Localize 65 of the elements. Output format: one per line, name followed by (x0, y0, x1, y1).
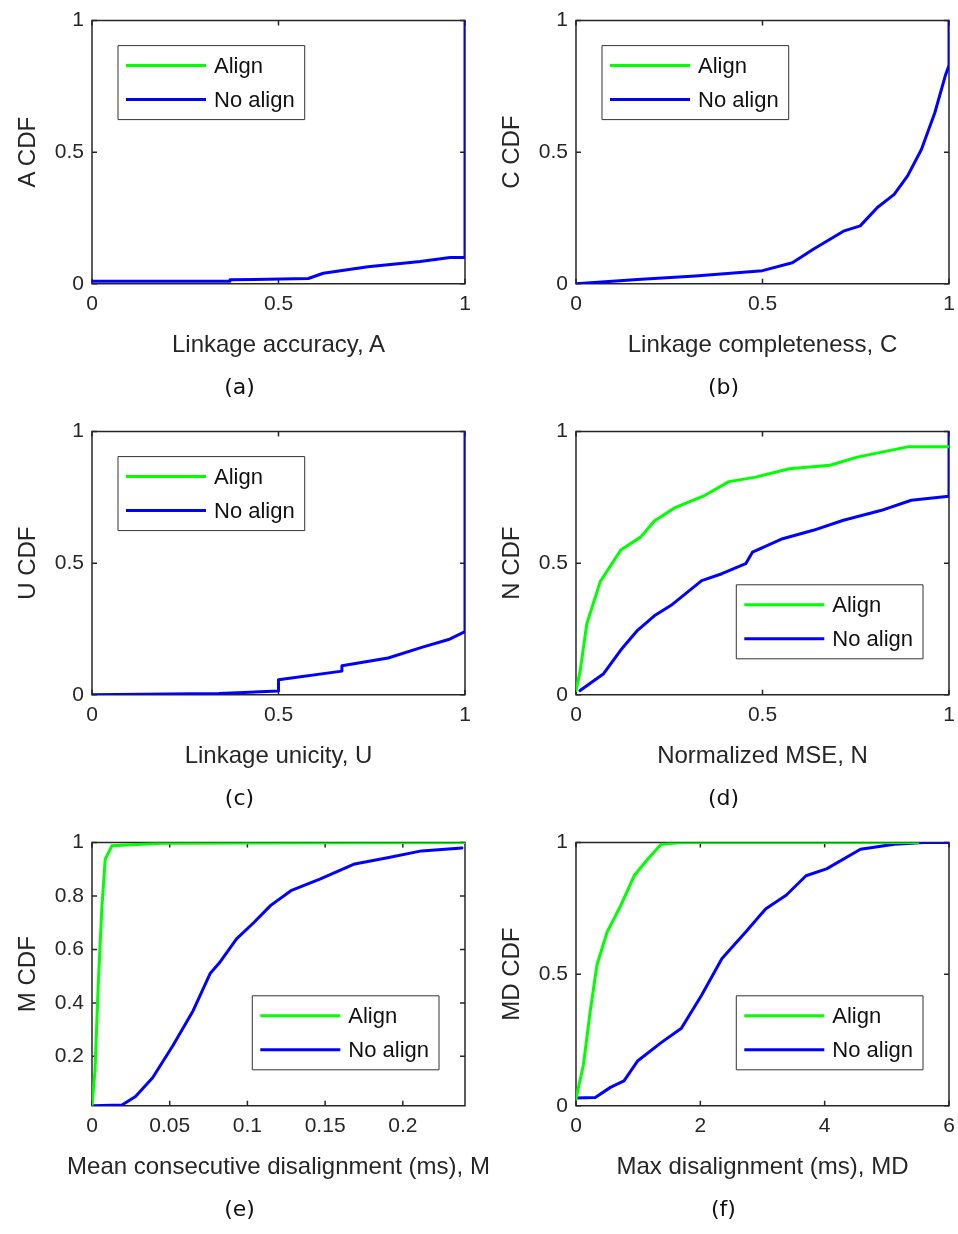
text: (d) (706, 785, 741, 810)
y-tick-label: 1 (556, 418, 568, 442)
x-axis-title: Max disalignment (ms), MD (616, 1152, 909, 1180)
y-axis-title: A CDF (13, 116, 41, 188)
legend-label: Align (348, 1002, 398, 1028)
legend-label: Align (832, 591, 882, 617)
y-tick-label: 0.5 (54, 550, 84, 573)
y-tick-label: 1 (72, 418, 84, 442)
y-tick-label: 0.5 (538, 550, 568, 573)
legend-label: Align (832, 1002, 882, 1028)
y-tick-label: 0 (556, 681, 568, 705)
y-tick-label: 0 (72, 270, 84, 294)
x-tick-label: 0.1 (232, 1113, 263, 1137)
text: (a) (223, 374, 256, 399)
y-tick-label: 0 (556, 1092, 568, 1116)
y-tick-label: 1 (72, 829, 84, 853)
y-axis-title: M CDF (13, 936, 41, 1013)
x-tick-label: 0.5 (747, 702, 778, 726)
y-tick-label: 0.4 (54, 989, 85, 1013)
x-tick-label: 6 (943, 1113, 955, 1137)
y-tick-label: 1 (72, 7, 84, 31)
x-tick-label: 0.2 (388, 1113, 418, 1137)
legend-label: No align (348, 1036, 429, 1062)
y-tick-label: 0 (556, 270, 568, 294)
text: (b) (706, 374, 741, 399)
x-tick-label: 2 (694, 1113, 707, 1137)
y-tick-label: 0.5 (538, 961, 568, 984)
x-axis-title: Linkage completeness, C (627, 330, 898, 358)
legend-label: No align (213, 497, 295, 523)
y-axis-title: MD CDF (497, 927, 525, 1021)
y-axis-title: U CDF (13, 526, 41, 600)
x-tick-label: 4 (818, 1113, 831, 1137)
x-axis-title: Linkage accuracy, A (171, 330, 385, 358)
legend-label: Align (697, 52, 747, 78)
x-axis-title: Normalized MSE, N (657, 741, 868, 769)
text: (f) (710, 1196, 737, 1221)
y-tick-label: 1 (556, 829, 568, 853)
y-tick-label: 1 (556, 7, 568, 31)
legend-label: No align (697, 86, 779, 112)
x-tick-label: 0.05 (149, 1113, 191, 1137)
legend-label: No align (832, 625, 913, 651)
y-tick-label: 0.2 (54, 1043, 84, 1067)
legend-label: Align (213, 52, 263, 78)
x-tick-label: 1 (943, 291, 955, 315)
legend-label: Align (213, 463, 263, 489)
legend-label: No align (832, 1036, 913, 1062)
y-tick-label: 0.5 (538, 139, 568, 162)
y-tick-label: 0 (72, 681, 84, 705)
text: (c) (223, 785, 256, 810)
legend-label: No align (213, 86, 295, 112)
x-axis-title: Mean consecutive disalignment (ms), M (67, 1152, 490, 1180)
x-tick-label: 1 (459, 702, 471, 726)
x-tick-label: 0.15 (304, 1113, 346, 1137)
y-tick-label: 0.6 (54, 936, 84, 960)
y-axis-title: N CDF (497, 526, 525, 600)
x-axis-title: Linkage unicity, U (184, 741, 373, 769)
y-tick-label: 0.5 (54, 139, 84, 162)
y-axis-title: C CDF (497, 115, 525, 189)
x-tick-label: 1 (943, 702, 955, 726)
x-tick-label: 0.5 (263, 702, 294, 726)
x-tick-label: 0.5 (747, 291, 778, 315)
y-tick-label: 0.8 (54, 882, 84, 906)
text: (e) (223, 1196, 256, 1221)
x-tick-label: 1 (459, 291, 471, 315)
x-tick-label: 0.5 (263, 291, 294, 315)
